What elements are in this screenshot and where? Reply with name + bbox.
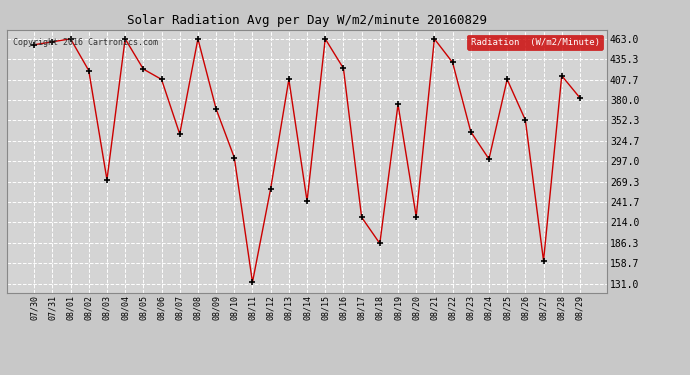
Text: Copyright 2016 Cartronics.com: Copyright 2016 Cartronics.com <box>13 38 158 47</box>
Legend: Radiation  (W/m2/Minute): Radiation (W/m2/Minute) <box>467 34 602 50</box>
Title: Solar Radiation Avg per Day W/m2/minute 20160829: Solar Radiation Avg per Day W/m2/minute … <box>127 15 487 27</box>
